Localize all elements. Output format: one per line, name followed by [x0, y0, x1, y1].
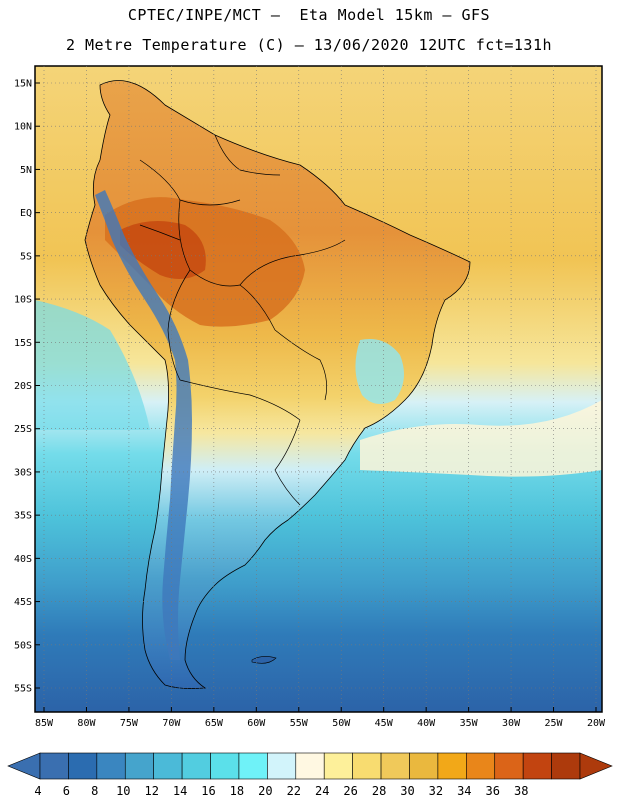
lon-label: 40W	[417, 718, 436, 729]
map-frame	[34, 65, 603, 713]
lat-label: 55S	[14, 684, 32, 695]
pacific-cool-strip	[35, 300, 150, 430]
colorbar-label: 38	[514, 784, 528, 798]
atlantic-warm-tongue	[360, 400, 602, 477]
country-borders	[139, 134, 346, 506]
colorbar-label: 14	[173, 784, 187, 798]
colorbar-label: 26	[343, 784, 357, 798]
colorbar-swatch	[153, 752, 183, 780]
andes-cold-spine	[95, 190, 192, 660]
peru-hottest-zone	[120, 221, 206, 279]
lon-label: 30W	[502, 718, 521, 729]
colorbar-swatch	[437, 752, 467, 780]
lon-label: 75W	[120, 718, 139, 729]
colorbar-swatch	[323, 752, 353, 780]
lat-label: EQ	[20, 208, 32, 219]
colorbar-label: 22	[287, 784, 301, 798]
chart-title-line1: CPTEC/INPE/MCT – Eta Model 15km – GFS	[127, 6, 491, 24]
lon-label: 80W	[77, 718, 96, 729]
lon-label: 85W	[35, 718, 54, 729]
lat-label: 10N	[14, 122, 32, 133]
chart-title-line2: 2 Metre Temperature (C) – 13/06/2020 12U…	[65, 36, 553, 54]
colorbar-swatch	[124, 752, 154, 780]
lat-label: 50S	[14, 640, 32, 651]
colorbar-label: 16	[201, 784, 215, 798]
colorbar-label: 24	[315, 784, 329, 798]
colorbar-swatch	[551, 752, 581, 780]
colorbar-under-arrow	[7, 752, 41, 780]
lat-label: 15S	[14, 338, 32, 349]
lon-label: 25W	[545, 718, 564, 729]
colorbar-label: 36	[485, 784, 499, 798]
colorbar-swatch	[238, 752, 268, 780]
colorbar-label: 32	[429, 784, 443, 798]
colorbar-swatch	[96, 752, 126, 780]
highlands-cool-patch	[355, 339, 404, 404]
colorbar-label: 8	[91, 784, 98, 798]
longitude-labels: 85W 80W 75W 70W 65W 60W 55W 50W 45W 40W 35W 30W 25W 2…	[35, 718, 606, 729]
colorbar-label: 6	[63, 784, 70, 798]
colorbar-swatch	[68, 752, 98, 780]
colorbar-swatch	[409, 752, 439, 780]
colorbar-swatch	[522, 752, 552, 780]
lon-label: 45W	[375, 718, 394, 729]
colorbar-label: 18	[230, 784, 244, 798]
colorbar-label: 28	[372, 784, 386, 798]
lat-label: 30S	[14, 467, 32, 478]
colorbar-swatch	[494, 752, 524, 780]
lat-label: 5N	[20, 165, 32, 176]
lon-label: 50W	[332, 718, 351, 729]
colorbar: 4 6 8 10 12 14 16 18 20 22 24 26 28 30 32 34 36 38	[7, 752, 613, 798]
colorbar-label: 34	[457, 784, 471, 798]
falkland-islands	[251, 656, 277, 664]
lat-label: 10S	[14, 295, 32, 306]
colorbar-swatch	[466, 752, 496, 780]
lon-label: 35W	[460, 718, 479, 729]
lon-label: 70W	[162, 718, 181, 729]
colorbar-label: 4	[34, 784, 41, 798]
lat-label: 5S	[20, 251, 32, 262]
latitude-labels: 15N 10N 5N EQ 5S 10S 15S 20S 25S 30S 35S 40S 45S 50S 5…	[14, 79, 32, 695]
lat-label: 40S	[14, 554, 32, 565]
colorbar-over-arrow	[579, 752, 613, 780]
lon-label: 20W	[587, 718, 606, 729]
colorbar-label: 10	[116, 784, 130, 798]
colorbar-label: 12	[144, 784, 158, 798]
colorbar-label: 20	[258, 784, 272, 798]
lon-label: 65W	[205, 718, 224, 729]
lon-label: 55W	[290, 718, 309, 729]
lon-label: 60W	[247, 718, 266, 729]
colorbar-label: 30	[400, 784, 414, 798]
colorbar-swatch	[39, 752, 69, 780]
lat-label: 35S	[14, 511, 32, 522]
lat-label: 25S	[14, 424, 32, 435]
lat-label: 15N	[14, 79, 32, 90]
colorbar-swatch	[181, 752, 211, 780]
colorbar-swatch	[295, 752, 325, 780]
lat-label: 20S	[14, 381, 32, 392]
colorbar-swatch	[210, 752, 240, 780]
lat-label: 45S	[14, 597, 32, 608]
colorbar-swatch	[352, 752, 382, 780]
graticule	[35, 66, 602, 712]
colorbar-swatch	[267, 752, 297, 780]
colorbar-swatch	[380, 752, 410, 780]
